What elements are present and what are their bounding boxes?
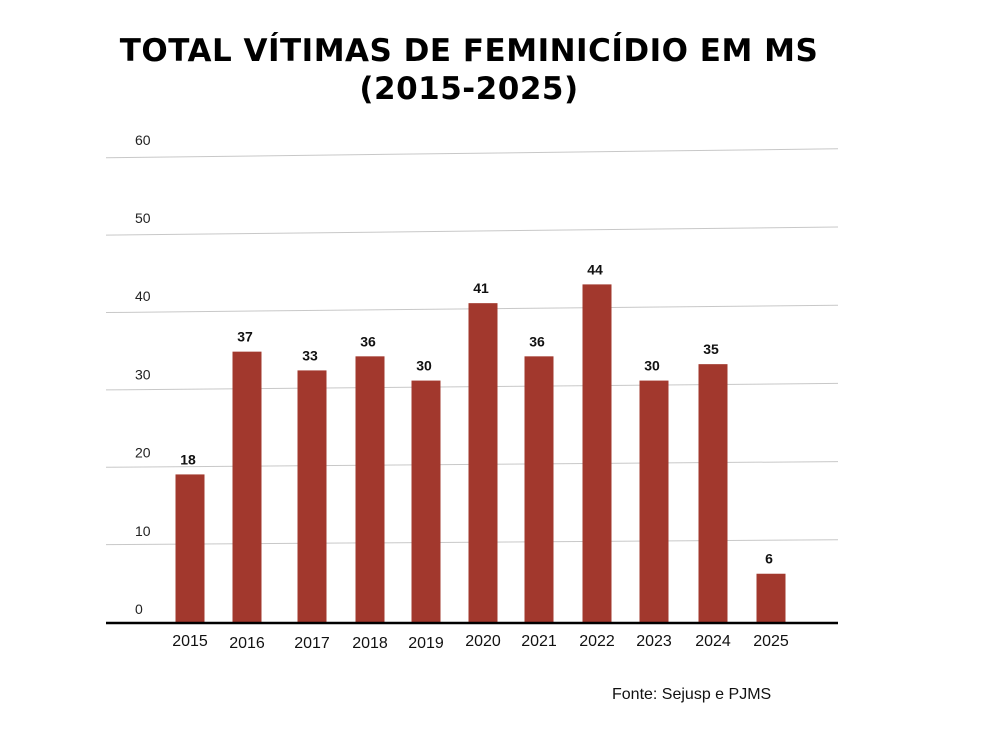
bars — [175, 284, 786, 623]
gridline — [105, 226, 839, 236]
y-tick-label: 10 — [135, 523, 151, 539]
x-tick-label: 2018 — [352, 635, 388, 652]
y-tick-label: 50 — [135, 210, 151, 226]
bar — [524, 356, 554, 623]
y-axis-tick-labels: 0 10 20 30 40 50 60 — [135, 132, 151, 617]
x-tick-label: 2021 — [521, 633, 557, 650]
x-tick-label: 2017 — [294, 635, 330, 652]
chart-title-line1: TOTAL VÍTIMAS DE FEMINICÍDIO EM MS — [119, 33, 819, 69]
bar — [175, 474, 205, 623]
bar — [756, 573, 786, 623]
bar — [698, 364, 728, 623]
y-tick-label: 60 — [135, 132, 151, 148]
data-label: 30 — [416, 358, 432, 374]
x-tick-label: 2025 — [753, 633, 789, 650]
chart-title-line2: (2015-2025) — [359, 71, 579, 107]
bar — [355, 356, 385, 623]
y-tick-label: 0 — [135, 601, 143, 617]
x-tick-label: 2016 — [229, 635, 265, 652]
data-label: 33 — [302, 347, 318, 363]
data-labels: 18 37 33 36 30 41 36 44 30 35 6 — [180, 261, 773, 566]
source-note: Fonte: Sejusp e PJMS — [612, 686, 772, 703]
x-tick-label: 2024 — [695, 633, 731, 650]
data-label: 18 — [180, 451, 196, 467]
bar — [582, 284, 612, 623]
data-label: 41 — [473, 280, 489, 296]
x-tick-label: 2022 — [579, 633, 615, 650]
data-label: 37 — [237, 329, 253, 345]
data-label: 44 — [587, 261, 603, 277]
bar — [639, 380, 669, 623]
data-label: 30 — [644, 358, 660, 374]
y-tick-label: 30 — [135, 366, 151, 382]
bar — [411, 380, 441, 623]
x-axis-tick-labels: 2015 2016 2017 2018 2019 2020 2021 2022 2023 2024… — [172, 633, 789, 652]
data-label: 6 — [765, 551, 773, 567]
data-label: 36 — [529, 333, 545, 349]
bar — [232, 351, 262, 623]
x-tick-label: 2015 — [172, 633, 208, 650]
y-tick-label: 40 — [135, 288, 151, 304]
data-label: 35 — [703, 341, 719, 357]
x-tick-label: 2020 — [465, 633, 501, 650]
bar — [297, 370, 327, 623]
x-tick-label: 2023 — [636, 633, 672, 650]
gridline — [105, 148, 839, 159]
bar — [468, 303, 498, 623]
data-label: 36 — [360, 333, 376, 349]
y-tick-label: 20 — [135, 445, 151, 461]
chart-title: TOTAL VÍTIMAS DE FEMINICÍDIO EM MS (2015… — [0, 32, 938, 108]
x-tick-label: 2019 — [408, 635, 444, 652]
